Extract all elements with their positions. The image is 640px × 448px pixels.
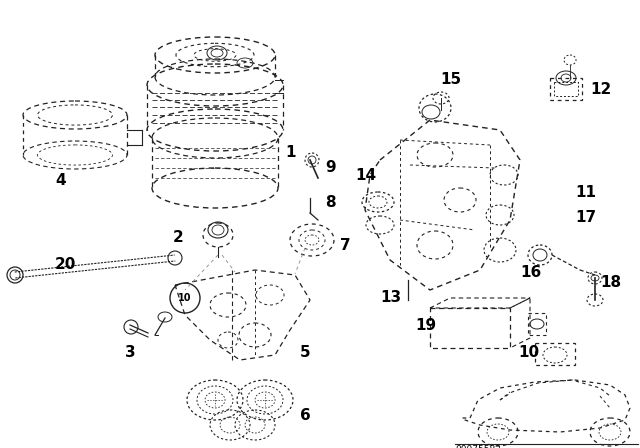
Bar bbox=[430, 308, 510, 348]
Text: 00075583: 00075583 bbox=[455, 445, 501, 448]
Text: 10: 10 bbox=[179, 293, 192, 303]
Text: 17: 17 bbox=[575, 210, 596, 225]
Text: 4: 4 bbox=[55, 173, 66, 188]
Text: 10: 10 bbox=[518, 345, 539, 360]
Text: 8: 8 bbox=[325, 195, 335, 210]
Text: 15: 15 bbox=[440, 72, 461, 87]
Text: 18: 18 bbox=[600, 275, 621, 290]
Bar bbox=[528, 313, 546, 335]
Text: 1: 1 bbox=[285, 145, 296, 160]
Bar bbox=[550, 78, 582, 100]
Text: 6: 6 bbox=[300, 408, 311, 423]
Text: 9: 9 bbox=[325, 160, 335, 175]
Text: 19: 19 bbox=[415, 318, 436, 333]
Text: 14: 14 bbox=[355, 168, 376, 183]
Text: 16: 16 bbox=[520, 265, 541, 280]
Text: 13: 13 bbox=[380, 290, 401, 305]
Text: 3: 3 bbox=[125, 345, 136, 360]
Bar bbox=[535, 343, 575, 365]
Text: 7: 7 bbox=[340, 238, 351, 253]
Text: 2: 2 bbox=[173, 230, 184, 245]
Text: 11: 11 bbox=[575, 185, 596, 200]
Text: 5: 5 bbox=[300, 345, 310, 360]
Text: 12: 12 bbox=[590, 82, 611, 97]
Text: 20: 20 bbox=[55, 257, 76, 272]
Bar bbox=[554, 82, 578, 96]
